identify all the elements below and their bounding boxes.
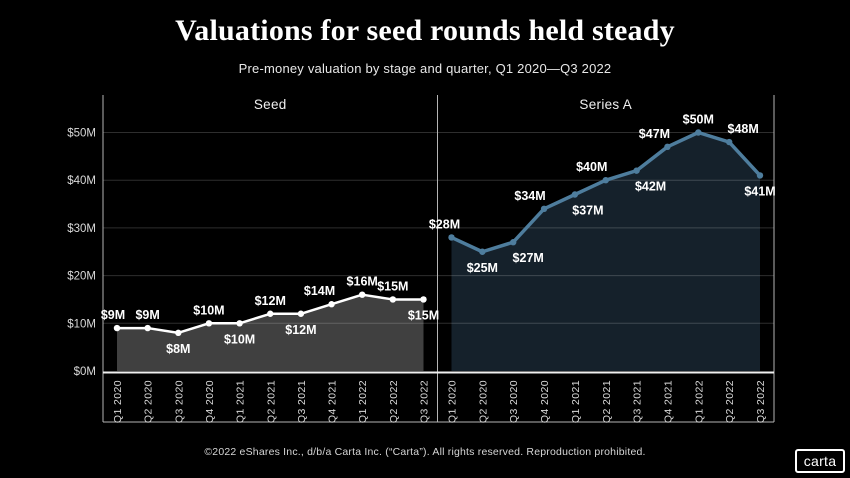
seed-value-label: $15M xyxy=(408,308,439,322)
x-axis-tick-label: Q1 2020 xyxy=(112,380,124,423)
series-a-point-marker xyxy=(664,143,671,151)
series-a-value-label: $28M xyxy=(429,217,460,231)
series-a-point-marker xyxy=(756,172,764,179)
seed-point-marker xyxy=(113,324,121,332)
x-axis-tick-label: Q4 2020 xyxy=(204,380,216,423)
series-a-value-label: $40M xyxy=(576,160,607,174)
series-a-value-label: $50M xyxy=(683,113,714,127)
x-axis-tick-label: Q2 2020 xyxy=(477,380,489,423)
x-axis-tick-label: Q3 2020 xyxy=(173,380,185,423)
x-axis-tick-label: Q1 2020 xyxy=(447,380,459,423)
panel-title-series-a: Series A xyxy=(579,97,632,112)
series-a-value-label: $47M xyxy=(639,127,670,141)
y-axis-tick-label: $40M xyxy=(67,175,96,187)
x-axis-tick-label: Q3 2021 xyxy=(296,380,308,423)
seed-value-label: $16M xyxy=(347,275,378,289)
panel-title-seed: Seed xyxy=(254,97,287,112)
seed-point-marker xyxy=(359,291,366,298)
seed-point-marker xyxy=(328,301,335,308)
seed-value-label: $9M xyxy=(101,308,125,322)
copyright-notice: ©2022 eShares Inc., d/b/a Carta Inc. (“C… xyxy=(204,446,646,458)
series-a-point-marker xyxy=(571,191,579,198)
series-a-point-marker xyxy=(695,129,702,136)
series-a-value-label: $42M xyxy=(635,180,666,194)
x-axis-tick-label: Q3 2021 xyxy=(632,380,644,423)
seed-value-label: $15M xyxy=(377,279,408,293)
seed-value-label: $8M xyxy=(166,342,190,356)
y-axis-tick-label: $10M xyxy=(67,318,96,330)
seed-value-label: $12M xyxy=(255,294,286,308)
series-a-value-label: $37M xyxy=(572,204,603,218)
x-axis-tick-label: Q2 2020 xyxy=(143,380,155,423)
x-axis-tick-label: Q4 2020 xyxy=(539,380,551,423)
series-a-value-label: $25M xyxy=(467,261,498,275)
y-axis-tick-label: $20M xyxy=(67,271,96,283)
x-axis-tick-label: Q2 2022 xyxy=(388,380,400,423)
seed-point-marker xyxy=(236,320,243,327)
x-axis-tick-label: Q2 2022 xyxy=(724,380,736,423)
x-axis-tick-label: Q3 2020 xyxy=(508,380,520,423)
x-axis-tick-label: Q1 2022 xyxy=(693,380,705,423)
x-axis-tick-label: Q3 2022 xyxy=(755,380,767,423)
series-a-point-marker xyxy=(510,239,517,246)
seed-value-label: $10M xyxy=(224,332,255,346)
series-a-area-fill xyxy=(451,132,760,371)
x-axis-tick-label: Q4 2021 xyxy=(662,380,674,423)
y-axis-tick-label: $30M xyxy=(67,223,96,235)
carta-logo: carta xyxy=(795,449,845,473)
seed-value-label: $9M xyxy=(135,308,159,322)
seed-point-marker xyxy=(144,324,151,332)
series-a-point-marker xyxy=(725,138,733,146)
series-a-point-marker xyxy=(479,248,486,255)
x-axis-tick-label: Q1 2021 xyxy=(235,380,247,423)
seed-point-marker xyxy=(420,296,427,303)
x-axis-tick-label: Q1 2022 xyxy=(357,380,369,423)
chart-subtitle: Pre-money valuation by stage and quarter… xyxy=(238,61,612,76)
series-a-point-marker xyxy=(540,205,548,213)
x-axis-tick-label: Q1 2021 xyxy=(570,380,582,423)
seed-area-fill xyxy=(117,294,424,371)
y-axis-tick-label: $50M xyxy=(67,128,96,140)
seed-value-label: $10M xyxy=(193,303,224,317)
series-a-point-marker xyxy=(633,167,640,174)
seed-point-marker xyxy=(205,320,213,327)
x-axis-tick-label: Q4 2021 xyxy=(327,380,339,423)
carta-logo-text: carta xyxy=(803,453,837,469)
series-a-point-marker xyxy=(602,177,609,184)
series-a-value-label: $41M xyxy=(744,184,775,198)
seed-point-marker xyxy=(267,310,274,317)
seed-point-marker xyxy=(297,310,305,317)
seed-point-marker xyxy=(175,329,182,337)
seed-point-marker xyxy=(389,296,397,303)
x-axis-tick-label: Q2 2021 xyxy=(265,380,277,423)
seed-value-label: $14M xyxy=(304,284,335,298)
chart-title: Valuations for seed rounds held steady xyxy=(175,14,675,47)
x-axis-tick-label: Q2 2021 xyxy=(601,380,613,423)
seed-value-label: $12M xyxy=(285,323,316,337)
series-a-value-label: $34M xyxy=(514,189,545,203)
series-a-value-label: $27M xyxy=(513,251,544,265)
y-axis-tick-label: $0M xyxy=(74,366,96,378)
series-a-value-label: $48M xyxy=(728,122,759,136)
x-axis-tick-label: Q3 2022 xyxy=(419,380,431,423)
series-a-point-marker xyxy=(448,234,455,241)
